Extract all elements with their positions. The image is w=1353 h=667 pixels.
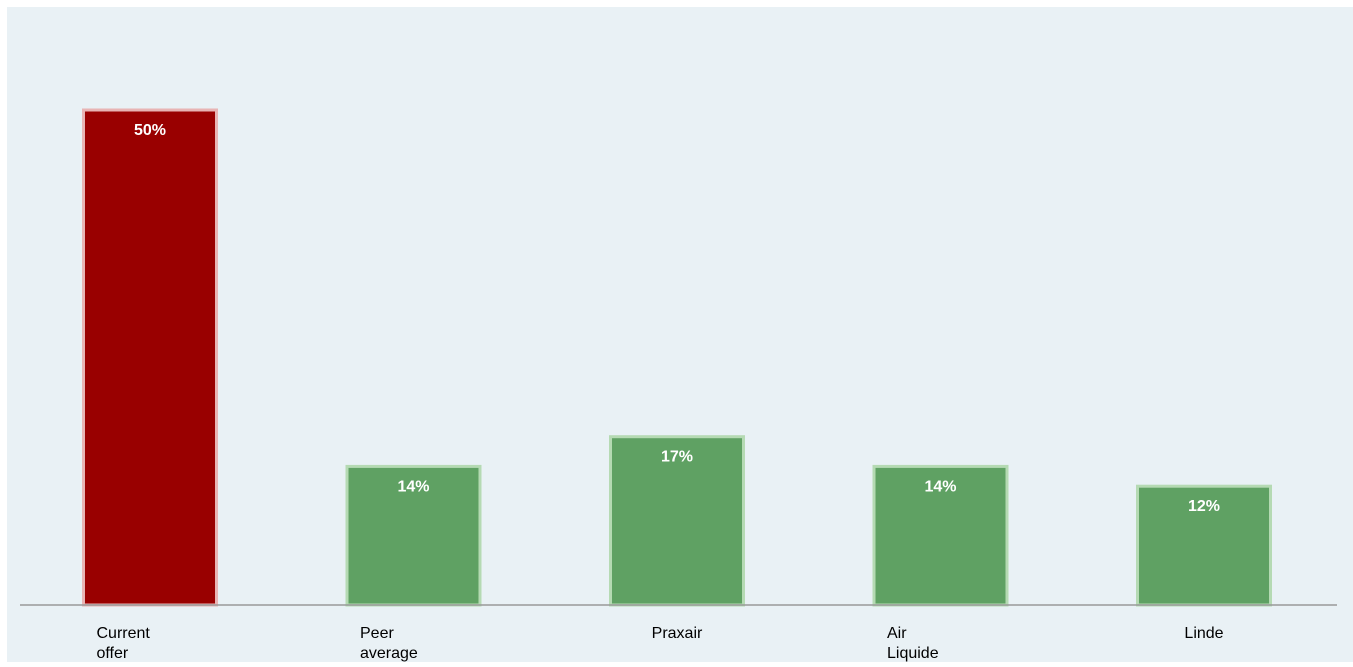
category-label: Praxair <box>652 625 703 642</box>
category-label: Air Liquide <box>887 625 939 662</box>
category-labels: Current offer Peer average Praxair Air Liquide… <box>97 625 1224 662</box>
data-label: 12% <box>1188 498 1220 515</box>
data-label: 14% <box>924 478 956 495</box>
data-label: 50% <box>134 122 166 139</box>
category-label: Peer average <box>360 625 418 662</box>
data-labels: 50% 14% 17% 14% 12% <box>134 122 1220 515</box>
category-label: Current offer <box>97 625 151 662</box>
bar-current-offer <box>82 108 218 607</box>
bar-praxair <box>609 435 745 607</box>
bars <box>82 108 1272 607</box>
category-label: Linde <box>1184 625 1223 642</box>
data-label: 14% <box>397 478 429 495</box>
data-label: 17% <box>661 449 693 466</box>
bar-peer-average <box>345 464 482 607</box>
